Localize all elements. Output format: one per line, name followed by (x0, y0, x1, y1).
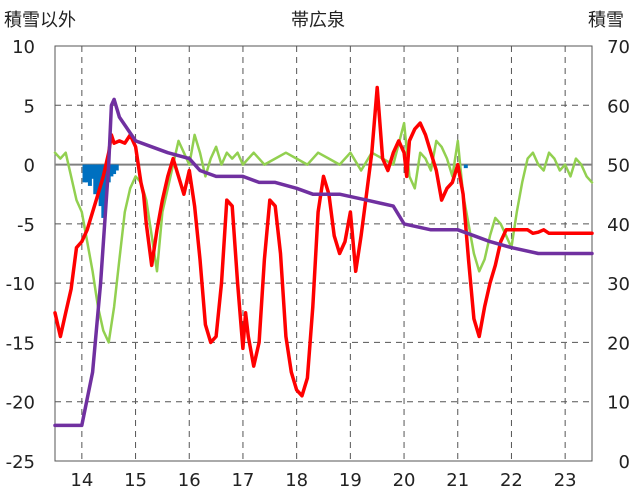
bar (87, 164, 92, 186)
left-tick-label: 0 (24, 156, 35, 177)
right-tick-label: 30 (607, 274, 630, 295)
bar (112, 164, 117, 175)
grid (54, 45, 593, 462)
right-tick-label: 50 (607, 156, 630, 177)
bar (85, 164, 90, 183)
bar (109, 164, 114, 177)
left-tick-label: -25 (6, 452, 35, 473)
bar (95, 164, 100, 195)
x-tick-label: 19 (339, 470, 362, 491)
left-axis-label: 積雪以外 (4, 10, 76, 31)
right-tick-label: 10 (607, 393, 630, 414)
right-tick-label: 0 (619, 452, 630, 473)
bar (463, 164, 468, 169)
x-tick-label: 16 (178, 470, 201, 491)
x-tick-label: 23 (554, 470, 577, 491)
bar (82, 164, 87, 183)
series-lines (53, 85, 594, 428)
x-tick-label: 14 (70, 470, 93, 491)
bar (90, 164, 95, 179)
x-tick-label: 17 (231, 470, 254, 491)
left-tick-label: -5 (17, 215, 35, 236)
bar (114, 164, 119, 171)
right-tick-label: 60 (607, 96, 630, 117)
bar (93, 164, 98, 195)
x-tick-label: 15 (124, 470, 147, 491)
series-line-red (53, 85, 594, 398)
right-axis-label: 積雪 (588, 10, 624, 31)
series-line-purple (53, 97, 594, 428)
left-tick-label: 10 (12, 37, 35, 58)
x-tick-label: 22 (500, 470, 523, 491)
left-tick-label: 5 (24, 96, 35, 117)
right-tick-label: 40 (607, 215, 630, 236)
x-tick-label: 21 (446, 470, 469, 491)
x-tick-label: 20 (393, 470, 416, 491)
left-tick-label: -15 (6, 333, 35, 354)
right-tick-label: 70 (607, 37, 630, 58)
x-tick-label: 18 (285, 470, 308, 491)
left-tick-label: -10 (6, 274, 35, 295)
bar (101, 164, 106, 218)
left-tick-label: -20 (6, 393, 35, 414)
right-tick-label: 20 (607, 333, 630, 354)
series-line-green (53, 121, 594, 344)
chart-title: 帯広泉 (291, 10, 345, 31)
